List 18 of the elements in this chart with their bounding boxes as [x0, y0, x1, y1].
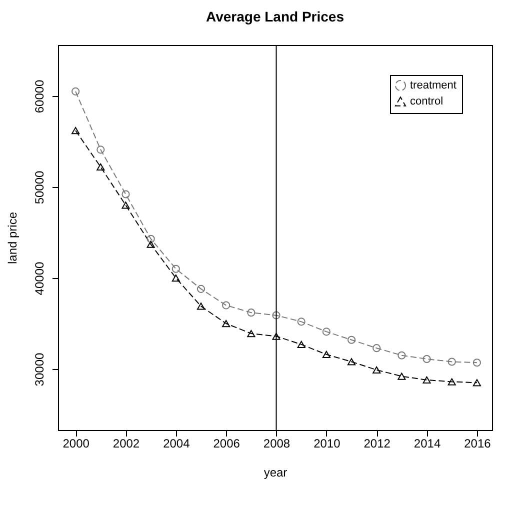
x-tick-label: 2016	[464, 436, 492, 450]
x-axis-title: year	[264, 466, 288, 480]
x-tick-label: 2008	[263, 436, 290, 450]
legend-label: treatment	[410, 80, 456, 92]
chart-title: Average Land Prices	[206, 8, 344, 24]
x-tick-label: 2004	[163, 436, 190, 450]
x-tick-label: 2012	[364, 436, 391, 450]
y-tick-label: 30000	[32, 352, 46, 386]
y-tick-label: 50000	[32, 170, 46, 204]
x-tick-label: 2006	[213, 436, 240, 450]
x-tick-label: 2000	[62, 436, 90, 450]
y-axis-title: land price	[6, 212, 20, 264]
legend-label: control	[410, 96, 444, 108]
x-tick-label: 2014	[414, 436, 441, 450]
y-tick-label: 60000	[32, 79, 46, 114]
x-tick-label: 2002	[112, 436, 140, 450]
y-tick-label: 40000	[32, 261, 46, 296]
x-tick-label: 2010	[314, 436, 341, 450]
